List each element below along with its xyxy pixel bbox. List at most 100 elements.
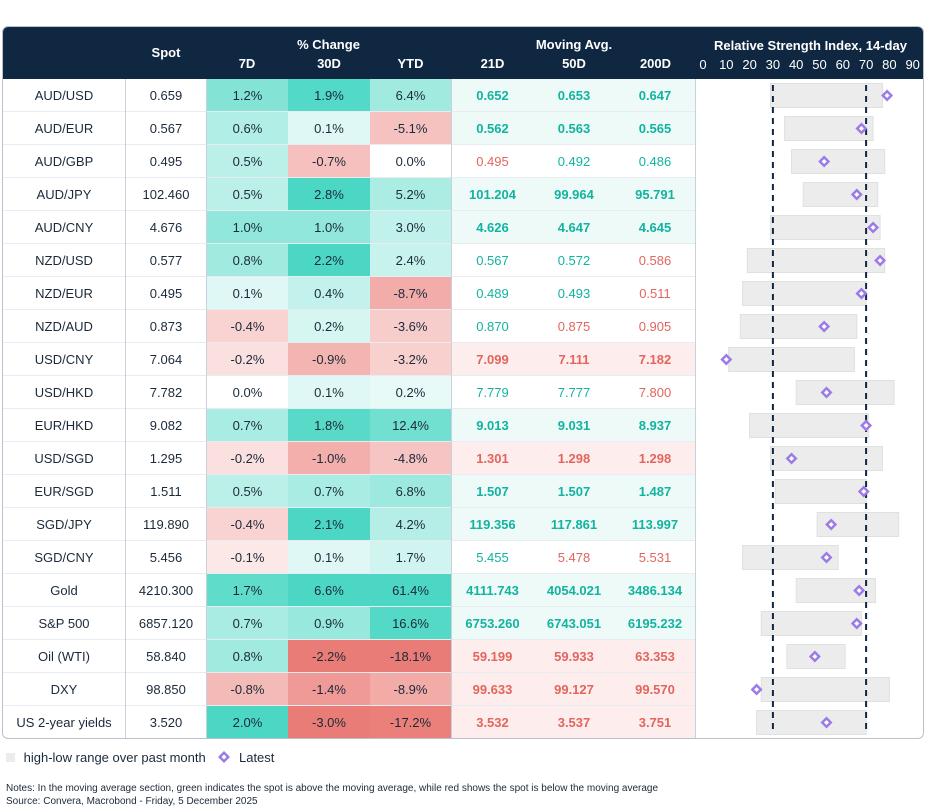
cell-ma50: 0.492 [557,154,591,169]
cell-name: NZD/EUR [35,286,93,301]
rsi-chart [720,83,900,735]
rsi-latest-marker [881,89,894,102]
cell-ma21: 0.489 [476,286,509,301]
cell-ma21: 7.779 [476,385,509,400]
cell-ma50: 117.861 [533,508,615,541]
rsi-latest-marker [808,650,821,663]
cell-ma21: 0.495 [476,154,509,169]
cell-d30: -1.4% [288,673,370,706]
cell-ma200: 0.511 [639,286,671,301]
rsi-latest-marker [855,287,868,300]
rsi-range-bar [760,611,862,636]
header-moving-avg: Moving Avg. [535,37,613,52]
cell-d7: 0.0% [207,376,288,409]
rsi-latest-marker [818,155,831,168]
cell-spot: 9.082 [149,418,183,433]
cell-name: US 2-year yields [16,715,112,730]
cell-d30: 0.4% [288,277,370,310]
header-rsi-title: Relative Strength Index, 14-day [714,38,907,53]
rsi-range-bar [770,215,881,240]
legend-latest-label: Latest [238,750,275,765]
notes-line: Notes: In the moving average section, gr… [6,783,659,794]
cell-d30: -3.0% [288,706,370,738]
cell-d7: 0.6% [207,112,288,145]
legend: high-low range over past month Latest [6,750,274,765]
cell-d7: 2.0% [207,706,288,738]
cell-ma21: 0.567 [476,253,509,268]
rsi-tick-label: 50 [812,57,827,72]
row-divider [3,507,695,508]
cell-spot: 6857.120 [138,616,194,631]
table-row: USD/CNY 7.064 -0.2% -0.9% -3.2% 7.099 7.111 7.1… [3,343,923,376]
cell-ma50: 7.111 [533,343,615,376]
rsi-tick-label: 20 [742,57,757,72]
row-divider [3,342,695,343]
cell-d30: 0.1% [288,541,370,574]
table-row: USD/SGD 1.295 -0.2% -1.0% -4.8% 1.301 1.298 1.2… [3,442,923,475]
cell-ma50: 4054.021 [533,574,615,607]
rsi-tick-label: 10 [719,57,734,72]
cell-ma50: 1.298 [533,442,615,475]
cell-ytd: 5.2% [370,178,451,211]
rsi-latest-marker [825,518,838,531]
cell-ytd: 0.2% [370,376,451,409]
cell-d7: -0.8% [207,673,288,706]
cell-name: SGD/JPY [36,517,92,532]
cell-ma200: 99.570 [615,673,695,706]
cell-d7: -0.2% [207,343,288,376]
cell-d7: 0.5% [207,475,288,508]
cell-ma200: 0.586 [638,253,672,268]
cell-ma50: 99.964 [533,178,615,211]
cell-ma50: 9.031 [533,409,615,442]
cell-ma200: 0.565 [615,112,695,145]
rsi-range-bar [774,479,867,504]
row-divider [3,408,695,409]
cell-ma50: 6743.051 [533,607,615,640]
cell-ytd: 6.8% [370,475,451,508]
cell-spot: 4210.300 [138,583,194,598]
cell-name: AUD/EUR [34,121,94,136]
rsi-range-bar [728,347,855,372]
header-200d: 200D [639,56,672,71]
table-row: DXY 98.850 -0.8% -1.4% -8.9% 99.633 99.127 99.5… [3,673,923,706]
cell-d7: 1.2% [207,79,288,112]
cell-d7: 0.1% [207,277,288,310]
row-divider [3,375,695,376]
cell-ytd: -3.6% [370,310,451,343]
rsi-latest-marker [818,320,831,333]
cell-ma200: 0.486 [638,154,672,169]
cell-spot: 0.567 [149,121,183,136]
cell-ma200: 8.937 [615,409,695,442]
table-row: AUD/GBP 0.495 0.5% -0.7% 0.0% 0.495 0.492 0.486 [3,145,923,178]
cell-ma21: 119.356 [452,508,533,541]
cell-spot: 0.495 [149,286,183,301]
cell-d30: 1.9% [288,79,370,112]
cell-name: EUR/SGD [34,484,94,499]
header-spot: Spot [151,45,181,60]
rsi-latest-marker [820,551,833,564]
cell-name: AUD/CNY [34,220,94,235]
header-21d: 21D [480,56,505,71]
cell-d7: -0.2% [207,442,288,475]
cell-spot: 4.676 [149,220,183,235]
cell-name: USD/HKD [34,385,94,400]
cell-ma21: 101.204 [452,178,533,211]
cell-ytd: -18.1% [370,640,451,673]
cell-ma50: 0.875 [557,319,591,334]
cell-spot: 58.840 [146,649,186,664]
cell-name: NZD/AUD [35,319,93,334]
cell-spot: 1.295 [149,451,183,466]
cell-ma200: 6195.232 [615,607,695,640]
rsi-range-bar [795,380,895,405]
row-divider [3,540,695,541]
cell-ma21: 3.532 [452,706,533,738]
header-50d: 50D [562,56,586,71]
table-row: USD/HKD 7.782 0.0% 0.1% 0.2% 7.779 7.777 7.800 [3,376,923,409]
cell-ma50: 5.478 [557,550,591,565]
cell-ma50: 3.537 [533,706,615,738]
cell-ma50: 1.507 [533,475,615,508]
cell-d30: 2.1% [288,508,370,541]
table-row: SGD/JPY 119.890 -0.4% 2.1% 4.2% 119.356 117.86… [3,508,923,541]
cell-ma50: 0.572 [557,253,591,268]
fx-table-frame: Spot % Change 7D 30D YTD Moving Avg. 21D… [2,26,924,739]
